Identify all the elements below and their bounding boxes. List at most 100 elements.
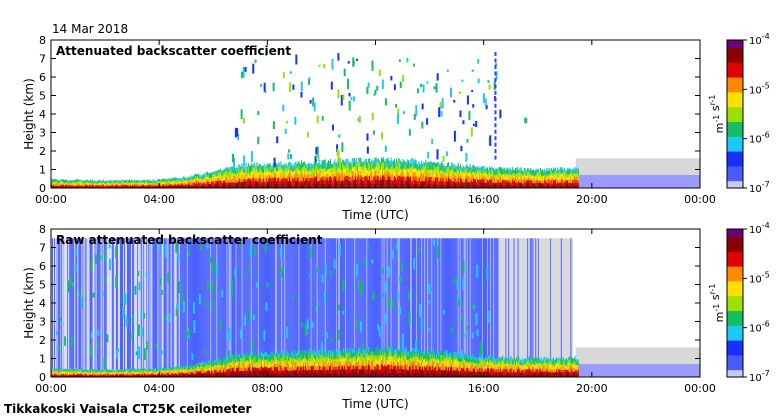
backscatter-cell bbox=[56, 368, 58, 371]
backscatter-cell bbox=[165, 181, 167, 184]
backscatter-cell bbox=[487, 185, 490, 189]
backscatter-cell bbox=[472, 181, 474, 186]
backscatter-cell bbox=[354, 168, 357, 173]
backscatter-cell bbox=[417, 176, 419, 181]
backscatter-cell bbox=[53, 180, 55, 183]
backscatter-cell bbox=[326, 173, 328, 178]
noise-speck bbox=[155, 343, 158, 349]
backscatter-cell bbox=[440, 173, 442, 178]
backscatter-cell bbox=[274, 180, 276, 185]
backscatter-cell bbox=[423, 169, 425, 174]
backscatter-cell bbox=[53, 371, 55, 374]
noise-column bbox=[451, 238, 453, 377]
backscatter-cell bbox=[377, 175, 379, 181]
gray-column bbox=[508, 238, 510, 377]
backscatter-cell bbox=[62, 183, 64, 185]
backscatter-cell bbox=[139, 184, 141, 187]
backscatter-cell bbox=[134, 185, 136, 188]
backscatter-cell bbox=[505, 177, 507, 181]
backscatter-cell bbox=[366, 180, 368, 185]
backscatter-cell bbox=[288, 169, 291, 174]
backscatter-cell bbox=[566, 176, 569, 181]
backscatter-cell bbox=[560, 185, 562, 189]
noise-speck bbox=[103, 249, 106, 262]
backscatter-cell bbox=[221, 180, 223, 184]
backscatter-cell bbox=[426, 170, 428, 175]
backscatter-cell bbox=[542, 180, 544, 184]
backscatter-cell bbox=[495, 173, 497, 178]
noise-speck bbox=[234, 267, 237, 278]
backscatter-cell bbox=[307, 177, 309, 182]
backscatter-cell bbox=[398, 179, 400, 185]
backscatter-cell bbox=[201, 178, 203, 182]
backscatter-cell bbox=[86, 373, 88, 376]
backscatter-cell bbox=[529, 185, 531, 189]
backscatter-cell bbox=[553, 174, 556, 178]
backscatter-cell bbox=[550, 167, 552, 172]
backscatter-cell bbox=[63, 372, 66, 375]
backscatter-cell bbox=[197, 174, 199, 177]
backscatter-cell bbox=[60, 373, 62, 375]
backscatter-cell bbox=[471, 171, 473, 176]
backscatter-cell bbox=[295, 161, 297, 167]
backscatter-cell bbox=[403, 180, 405, 185]
backscatter-cell bbox=[60, 180, 62, 183]
noise-column bbox=[414, 238, 416, 377]
backscatter-cell bbox=[112, 371, 114, 373]
backscatter-cell bbox=[506, 173, 508, 178]
backscatter-cell bbox=[220, 171, 222, 175]
backscatter-cell bbox=[99, 374, 101, 377]
backscatter-cell bbox=[409, 165, 411, 170]
noise-column bbox=[207, 238, 209, 377]
backscatter-cell bbox=[426, 180, 428, 185]
backscatter-cell bbox=[78, 179, 80, 182]
backscatter-cell bbox=[53, 373, 55, 376]
backscatter-cell bbox=[564, 178, 566, 182]
backscatter-cell bbox=[253, 170, 255, 175]
backscatter-cell bbox=[208, 177, 211, 180]
backscatter-cell bbox=[185, 177, 187, 180]
backscatter-cell bbox=[82, 183, 84, 186]
backscatter-cell bbox=[51, 372, 53, 375]
backscatter-cell bbox=[115, 372, 117, 375]
backscatter-cell bbox=[279, 166, 281, 171]
backscatter-cell bbox=[345, 163, 347, 168]
backscatter-cell bbox=[140, 182, 142, 185]
backscatter-cell bbox=[520, 182, 522, 186]
noise-column bbox=[76, 238, 78, 377]
backscatter-cell bbox=[291, 173, 293, 178]
backscatter-cell bbox=[424, 184, 426, 189]
backscatter-cell bbox=[53, 374, 55, 377]
backscatter-cell bbox=[316, 167, 318, 173]
backscatter-cell bbox=[56, 371, 58, 373]
backscatter-cell bbox=[94, 370, 96, 373]
backscatter-cell bbox=[135, 183, 137, 186]
backscatter-cell bbox=[562, 174, 564, 178]
backscatter-cell bbox=[486, 185, 488, 189]
backscatter-cell bbox=[126, 369, 128, 372]
backscatter-cell bbox=[149, 185, 151, 188]
noise-speck bbox=[198, 294, 201, 305]
noise-column bbox=[355, 238, 357, 377]
backscatter-cell bbox=[323, 184, 325, 189]
noise-speck bbox=[442, 310, 445, 315]
backscatter-cell bbox=[255, 178, 257, 183]
backscatter-cell bbox=[191, 186, 193, 189]
backscatter-cell bbox=[419, 184, 421, 189]
backscatter-cell bbox=[52, 369, 54, 372]
backscatter-cell bbox=[114, 180, 116, 182]
backscatter-cell bbox=[297, 169, 299, 174]
backscatter-cell bbox=[300, 172, 302, 177]
backscatter-cell bbox=[466, 163, 468, 168]
backscatter-cell bbox=[429, 172, 431, 177]
backscatter-cell bbox=[160, 179, 162, 182]
noise-speck bbox=[309, 246, 312, 258]
backscatter-cell bbox=[168, 181, 170, 184]
backscatter-cell bbox=[571, 180, 573, 184]
noise-column bbox=[177, 238, 179, 377]
backscatter-cell bbox=[345, 175, 347, 181]
backscatter-cell bbox=[295, 180, 297, 185]
noise-column bbox=[410, 238, 413, 377]
backscatter-cell bbox=[93, 372, 95, 375]
precip-streak bbox=[317, 154, 320, 162]
